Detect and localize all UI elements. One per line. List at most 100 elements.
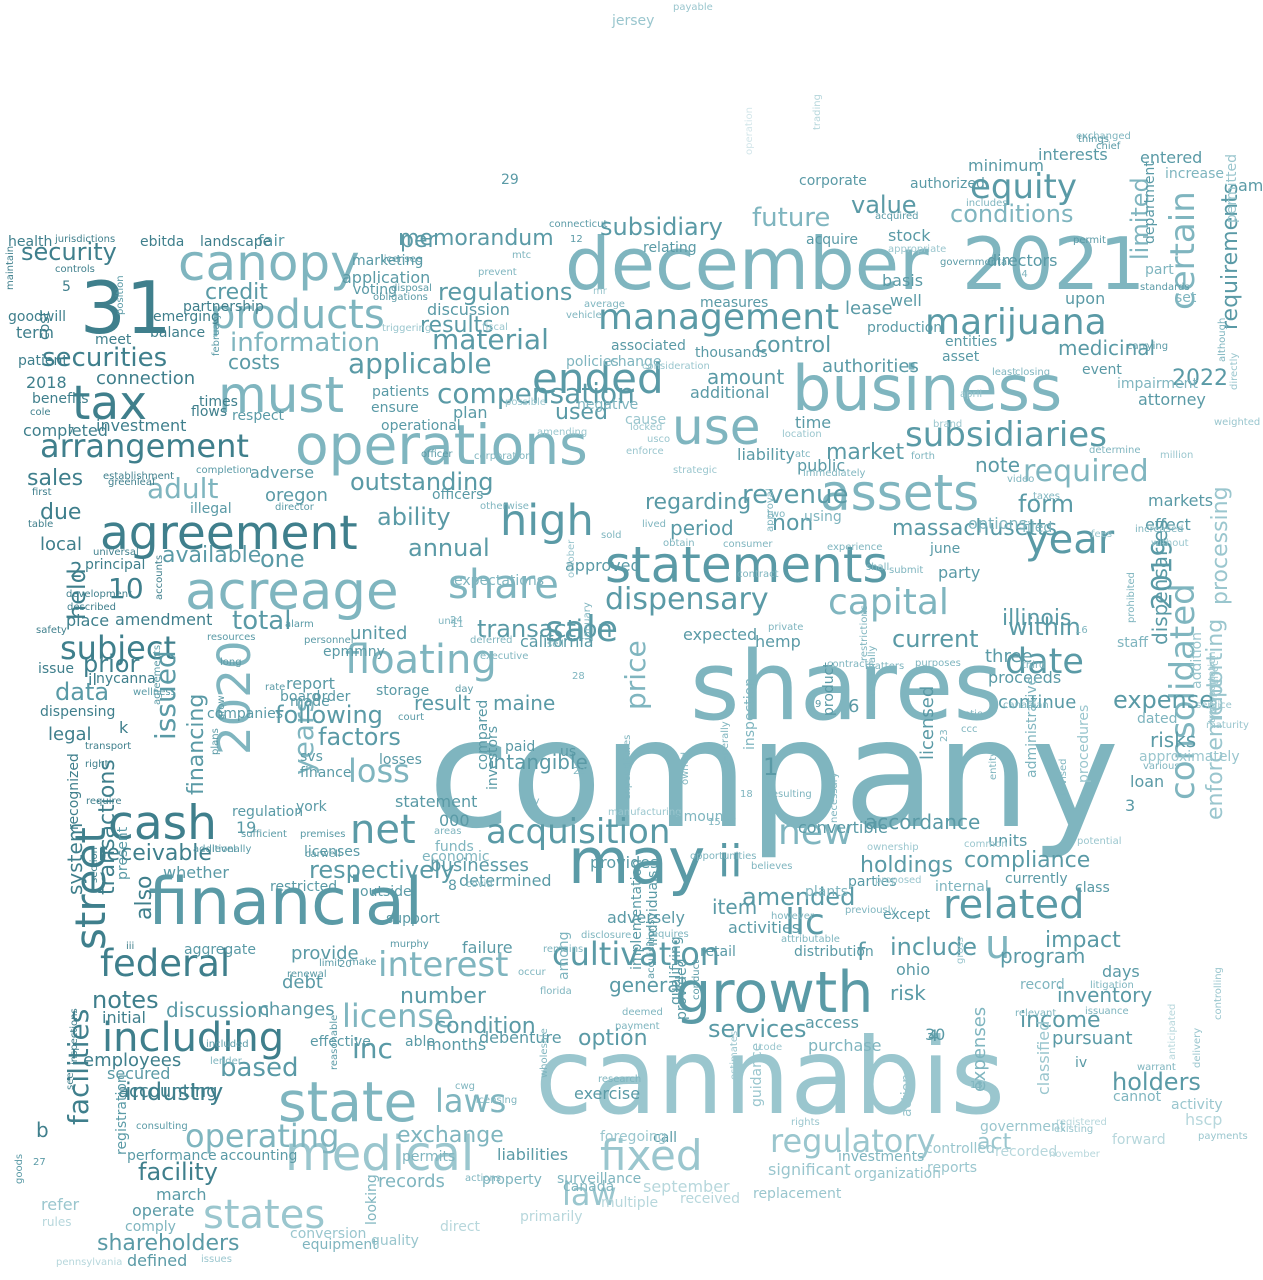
word-239: made (290, 694, 330, 710)
word-460: qualifying (668, 936, 684, 1005)
word-401: property (482, 1172, 542, 1188)
word-180: following (275, 701, 383, 729)
word-243: f (857, 938, 866, 966)
word-320: procedures (1076, 704, 1092, 783)
word-359: ebitda (140, 234, 185, 250)
word-408: received (680, 1191, 741, 1207)
word-128: il (88, 670, 97, 689)
word-403: canada (563, 1179, 615, 1195)
word-420: svs (300, 749, 323, 765)
word-120: goodwill (8, 309, 67, 325)
word-147: market (826, 440, 905, 465)
word-542: maturity (1206, 720, 1249, 731)
word-157: lease (845, 298, 893, 319)
word-89: 10 (108, 572, 144, 605)
word-85: securities (42, 343, 168, 373)
word-103: recognized (66, 753, 82, 830)
word-429: investors (485, 725, 501, 790)
word-143: regarding (645, 490, 752, 515)
word-571: 8 (448, 878, 457, 894)
word-17: tax (72, 376, 148, 431)
word-265: york (296, 799, 327, 815)
word-440: make (349, 957, 377, 968)
word-346: controlled (925, 1141, 995, 1157)
word-166: current (892, 625, 979, 653)
word-201: holders (1112, 1068, 1201, 1096)
word-301: closing (1015, 367, 1051, 378)
word-57: inc (352, 1032, 393, 1065)
word-94: also (132, 875, 157, 920)
word-161: upon (1065, 289, 1106, 308)
word-44: dispensary (605, 582, 769, 617)
word-111: refer (41, 1195, 80, 1214)
word-496: previously (845, 905, 897, 916)
word-482: ratio (960, 709, 984, 720)
word-386: transport (85, 741, 132, 752)
word-468: sold (601, 530, 622, 541)
word-177: adverse (250, 463, 315, 482)
word-383: described (67, 602, 116, 613)
word-370: cole (30, 407, 51, 418)
word-368: patient (18, 353, 68, 369)
word-552: epmmny (323, 644, 385, 660)
word-231: effect (1145, 515, 1191, 534)
word-206: condition (434, 1014, 536, 1039)
word-321: units (988, 831, 1028, 850)
word-140: amount (707, 365, 785, 389)
word-553: rate (265, 682, 286, 693)
word-79: financing (184, 693, 209, 795)
word-342: registered (1056, 1117, 1107, 1128)
word-456: wholesale (539, 1028, 550, 1078)
word-514: consideration (642, 361, 710, 372)
word-306: weighted (1214, 417, 1261, 428)
word-165: within (1008, 613, 1081, 641)
word-378: greenleaf (108, 477, 156, 488)
word-484: entity (988, 750, 999, 780)
word-545: executive (480, 651, 529, 662)
word-116: completed (23, 421, 108, 440)
word-487: generally (720, 721, 731, 768)
word-442: renewal (287, 969, 327, 980)
word-572: 9 (815, 699, 822, 710)
word-14: assets (820, 464, 980, 522)
word-319: administrative (1024, 676, 1040, 778)
word-197: risk (890, 981, 926, 1005)
word-455: licensing (473, 1095, 518, 1106)
word-414: present (115, 826, 131, 880)
word-485: revised (1058, 758, 1069, 795)
word-214: investments (838, 1149, 925, 1165)
word-372: times (199, 394, 238, 410)
word-92: notes (92, 986, 159, 1014)
word-45: interest (378, 945, 509, 985)
word-464: individuals (645, 870, 661, 946)
word-86: adult (147, 472, 219, 505)
word-220: convertible (798, 818, 888, 837)
word-585: 28 (572, 671, 585, 682)
word-223: continue (998, 692, 1077, 713)
word-351: potential (1077, 836, 1122, 847)
word-303: determine (1089, 445, 1141, 456)
word-121: 5 (62, 279, 71, 295)
word-9: agreement (100, 506, 358, 561)
word-47: cultivation (552, 935, 721, 973)
word-430: paid (505, 739, 536, 755)
word-232: fair (258, 231, 285, 250)
word-12: 31 (80, 266, 172, 350)
word-131: ability (377, 503, 451, 531)
word-135: per (400, 228, 437, 253)
word-272: operational (381, 418, 461, 434)
word-309: increased (1135, 524, 1184, 535)
word-282: thousands (695, 345, 768, 361)
word-42: arrangement (40, 427, 249, 465)
word-224: proceeds (988, 668, 1062, 687)
word-251: except (883, 907, 931, 923)
word-63: applicable (348, 347, 492, 380)
word-313: third (1022, 660, 1046, 671)
word-281: associated (611, 338, 686, 354)
word-263: performance (127, 1148, 217, 1164)
word-294: set (1175, 290, 1197, 306)
word-573: 11 (451, 619, 464, 630)
word-141: control (755, 333, 832, 358)
word-339: november (1049, 1149, 1100, 1160)
word-152: note (975, 453, 1021, 477)
